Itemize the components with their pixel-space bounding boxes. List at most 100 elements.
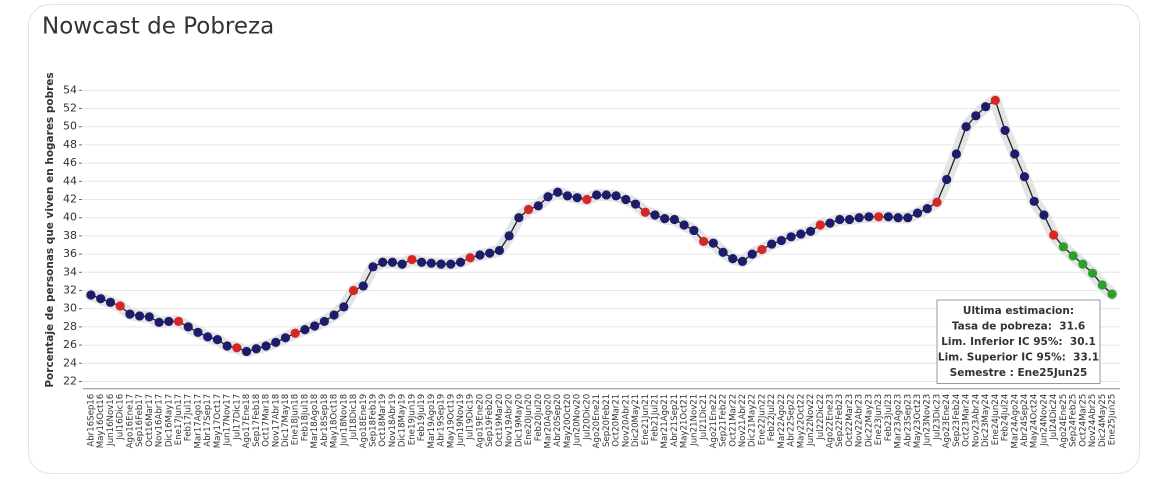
point	[951, 149, 962, 159]
point	[1068, 251, 1078, 261]
point	[640, 207, 650, 217]
y-tick-label: 42	[63, 193, 77, 206]
point	[271, 337, 281, 347]
x-tick-label: Sep20Feb21	[602, 394, 612, 447]
point	[679, 220, 689, 230]
x-tick-label: May21Oct21	[680, 394, 690, 449]
x-tick-label: Mar24Ago24	[1010, 394, 1020, 449]
x-tick-label: May24Oct24	[1030, 394, 1040, 449]
point	[728, 254, 738, 264]
x-tick-label: Mar19Ago19	[427, 394, 437, 449]
point	[980, 102, 991, 112]
x-tick-label: Ene19Jun19	[407, 394, 417, 445]
x-tick-label: Nov20Abr21	[621, 394, 631, 448]
tooltip-line: Semestre : Ene25Jun25	[950, 367, 1088, 379]
point	[310, 321, 320, 331]
point	[115, 301, 125, 311]
point	[874, 212, 884, 222]
x-tick-label: Ene25Jun25	[1108, 394, 1118, 445]
x-tick-label: Feb19Jul19	[417, 394, 427, 441]
x-tick-label: May22Oct22	[796, 394, 806, 449]
x-tick-label: Dic24May25	[1098, 394, 1108, 447]
x-tick-label: Feb20Jul20	[534, 394, 544, 441]
x-tick-label: Oct18Mar19	[378, 394, 388, 447]
x-tick-label: Jun24Nov24	[1039, 394, 1049, 447]
point	[1029, 196, 1039, 206]
point	[903, 213, 913, 223]
y-tick-label: 48	[63, 138, 77, 151]
point	[844, 214, 855, 225]
point	[173, 316, 184, 327]
y-tick-label: 26	[63, 338, 77, 351]
point	[572, 193, 582, 203]
point	[592, 190, 602, 200]
x-tick-label: Ene24Jun24	[991, 394, 1001, 445]
point	[630, 199, 641, 209]
x-tick-label: Ago23Ene24	[942, 394, 952, 449]
point	[621, 194, 631, 205]
point	[261, 341, 271, 351]
x-tick-label: Oct20Mar21	[612, 394, 622, 447]
point	[912, 208, 923, 218]
point	[407, 254, 417, 265]
x-tick-label: Ene22Jun22	[757, 394, 767, 445]
tooltip-line: Lim. Superior IC 95%: 33.1	[938, 352, 1099, 364]
x-tick-label: Jun22Nov22	[806, 394, 816, 447]
point	[125, 309, 135, 319]
point	[942, 174, 952, 185]
point	[835, 214, 845, 225]
x-tick-label: Nov16Abr17	[155, 394, 165, 448]
point	[922, 203, 932, 214]
x-tick-label: Feb23Jul23	[884, 394, 894, 441]
x-tick-label: Ene23Jun23	[874, 394, 884, 445]
x-tick-label: Ene17Jun17	[174, 394, 184, 445]
x-tick-label: May17Oct17	[213, 394, 223, 449]
point	[1087, 268, 1098, 278]
point	[689, 225, 699, 236]
point	[135, 311, 145, 321]
point	[183, 322, 193, 332]
x-tick-label: Feb22Jul22	[767, 394, 777, 441]
point	[553, 187, 563, 197]
x-tick-label: Ago24Ene25	[1059, 394, 1069, 449]
point	[105, 297, 116, 307]
point	[436, 259, 446, 269]
x-tick-label: Ene20Jun20	[524, 394, 534, 445]
point	[1078, 259, 1088, 269]
x-tick-label: Ene21Jun21	[641, 394, 651, 445]
y-tick-label: 54	[63, 83, 77, 96]
point	[494, 245, 504, 256]
x-tick-label: Ago19Ene20	[475, 394, 485, 449]
point	[290, 328, 300, 338]
x-tick-label: Nov17Abr18	[271, 394, 281, 448]
x-tick-label: Dic16May17	[164, 394, 174, 447]
y-tick-label: 50	[63, 120, 77, 133]
line	[90, 99, 1113, 353]
point	[990, 95, 1000, 105]
x-tick-label: Mar17Ago17	[193, 394, 203, 449]
x-tick-label: Jun19Nov19	[456, 394, 466, 447]
point	[368, 262, 378, 272]
point	[699, 236, 709, 246]
point	[825, 218, 835, 228]
point	[154, 317, 164, 327]
point	[757, 244, 767, 255]
point	[455, 257, 466, 267]
point	[786, 232, 796, 242]
point	[961, 122, 971, 132]
x-tick-label: Jul21Dic21	[699, 394, 709, 441]
x-tick-label: Dic21May22	[748, 394, 758, 447]
x-tick-label: Sep18Feb19	[368, 394, 378, 447]
x-tick-label: Nov18Abr19	[388, 394, 398, 448]
point	[523, 204, 534, 215]
x-tick-label: May18Oct18	[330, 394, 340, 449]
point	[86, 290, 96, 300]
point	[1107, 289, 1117, 299]
x-tick-label: Nov19Abr20	[505, 394, 515, 448]
x-tick-label: Abr16Sep16	[87, 394, 97, 447]
tooltip-line: Lim. Inferior IC 95%: 30.1	[941, 336, 1096, 348]
point	[485, 248, 495, 258]
chart-title: Nowcast de Pobreza	[42, 14, 274, 40]
y-tick-label: 28	[63, 320, 77, 333]
